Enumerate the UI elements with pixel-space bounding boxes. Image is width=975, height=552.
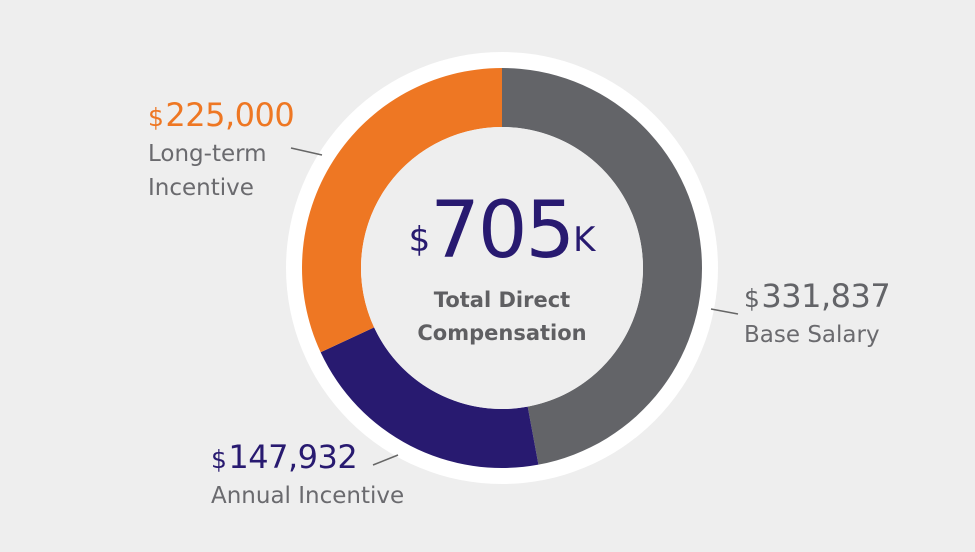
callout-long-term-incentive: $225,000 Long-term Incentive (148, 96, 295, 205)
callout-base-salary: $331,837 Base Salary (744, 277, 891, 352)
currency-symbol: $ (211, 445, 227, 474)
callout-label-line: Incentive (148, 175, 254, 201)
currency-symbol: $ (744, 284, 760, 313)
leader-line-annual-incentive (372, 454, 399, 466)
leader-line-long-term-incentive (290, 147, 323, 156)
donut-slice-long-term-incentive (301, 68, 502, 353)
donut-hole (361, 127, 643, 409)
donut-slice-annual-incentive (320, 327, 539, 468)
amount-value: 331,837 (761, 277, 891, 315)
total-currency: $ (408, 220, 431, 260)
total-value: $705K (402, 186, 602, 276)
amount-value: 147,932 (228, 438, 358, 476)
amount-value: 225,000 (165, 96, 295, 134)
callout-label-line: Annual Incentive (211, 483, 405, 509)
center-label-line: Total Direct (433, 288, 571, 312)
currency-symbol: $ (148, 103, 164, 132)
total-suffix: K (573, 220, 596, 260)
donut-slices (301, 68, 702, 468)
callout-label-line: Base Salary (744, 322, 880, 348)
leader-lines (290, 147, 739, 466)
center-label-line: Compensation (417, 321, 587, 345)
callout-amount: $225,000 (148, 96, 295, 137)
callout-label-line: Long-term (148, 141, 267, 167)
leader-line-base-salary (710, 308, 739, 315)
center-label: Total Direct Compensation (392, 284, 612, 350)
callout-amount: $331,837 (744, 277, 891, 318)
donut-slice-base-salary (502, 68, 702, 465)
total-number: 705 (430, 186, 575, 276)
callout-amount: $147,932 (211, 438, 404, 479)
callout-annual-incentive: $147,932 Annual Incentive (211, 438, 404, 513)
